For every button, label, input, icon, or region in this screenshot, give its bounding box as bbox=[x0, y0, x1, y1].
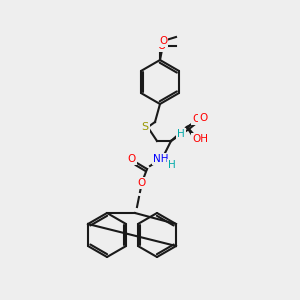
Text: O: O bbox=[128, 154, 136, 164]
Text: H: H bbox=[168, 160, 176, 170]
Text: H: H bbox=[177, 129, 185, 139]
Text: NH: NH bbox=[153, 154, 169, 164]
Text: O: O bbox=[199, 113, 207, 123]
Text: O: O bbox=[192, 135, 200, 145]
Text: O: O bbox=[158, 41, 166, 51]
Text: O: O bbox=[137, 178, 145, 188]
Text: OH: OH bbox=[192, 134, 208, 144]
Text: S: S bbox=[141, 122, 148, 132]
Text: O: O bbox=[159, 36, 167, 46]
Text: OH: OH bbox=[192, 114, 208, 124]
